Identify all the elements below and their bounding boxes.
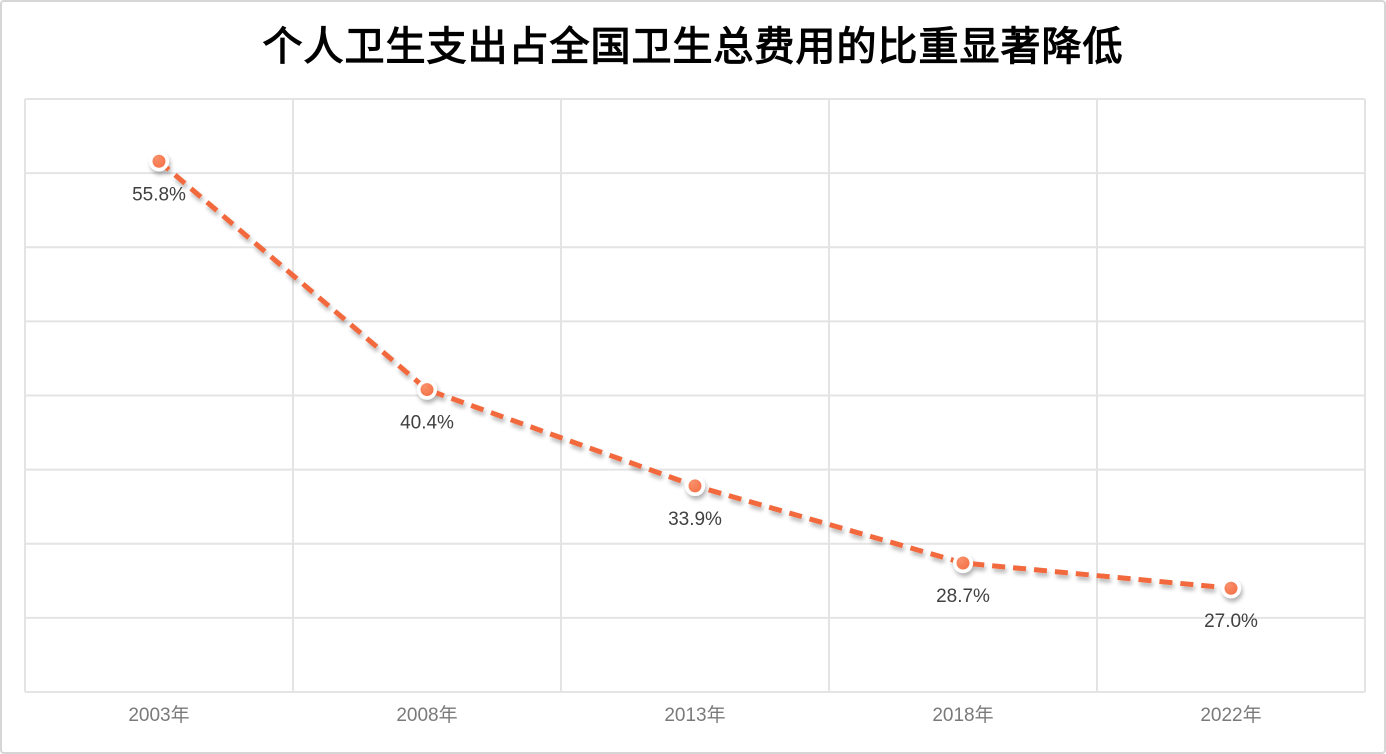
data-point-marker [684, 475, 706, 497]
x-axis-label: 2018年 [932, 704, 993, 726]
data-point-marker [952, 552, 974, 574]
data-point-marker [148, 151, 170, 172]
x-axis-label: 2003年 [128, 704, 189, 726]
gridlines [24, 98, 1366, 693]
data-point-marker [416, 379, 438, 400]
data-label: 33.9% [668, 509, 722, 530]
data-label: 55.8% [132, 184, 186, 205]
data-label: 27.0% [1204, 611, 1258, 632]
data-label: 28.7% [936, 586, 990, 607]
x-axis-label: 2008年 [396, 704, 457, 726]
data-label: 40.4% [400, 413, 454, 434]
chart-title: 个人卫生支出占全国卫生总费用的比重显著降低 [262, 25, 1124, 69]
data-point-marker [1220, 578, 1242, 599]
series-group [148, 151, 1242, 599]
x-axis-label: 2013年 [664, 704, 725, 726]
x-axis-label: 2022年 [1200, 704, 1261, 726]
